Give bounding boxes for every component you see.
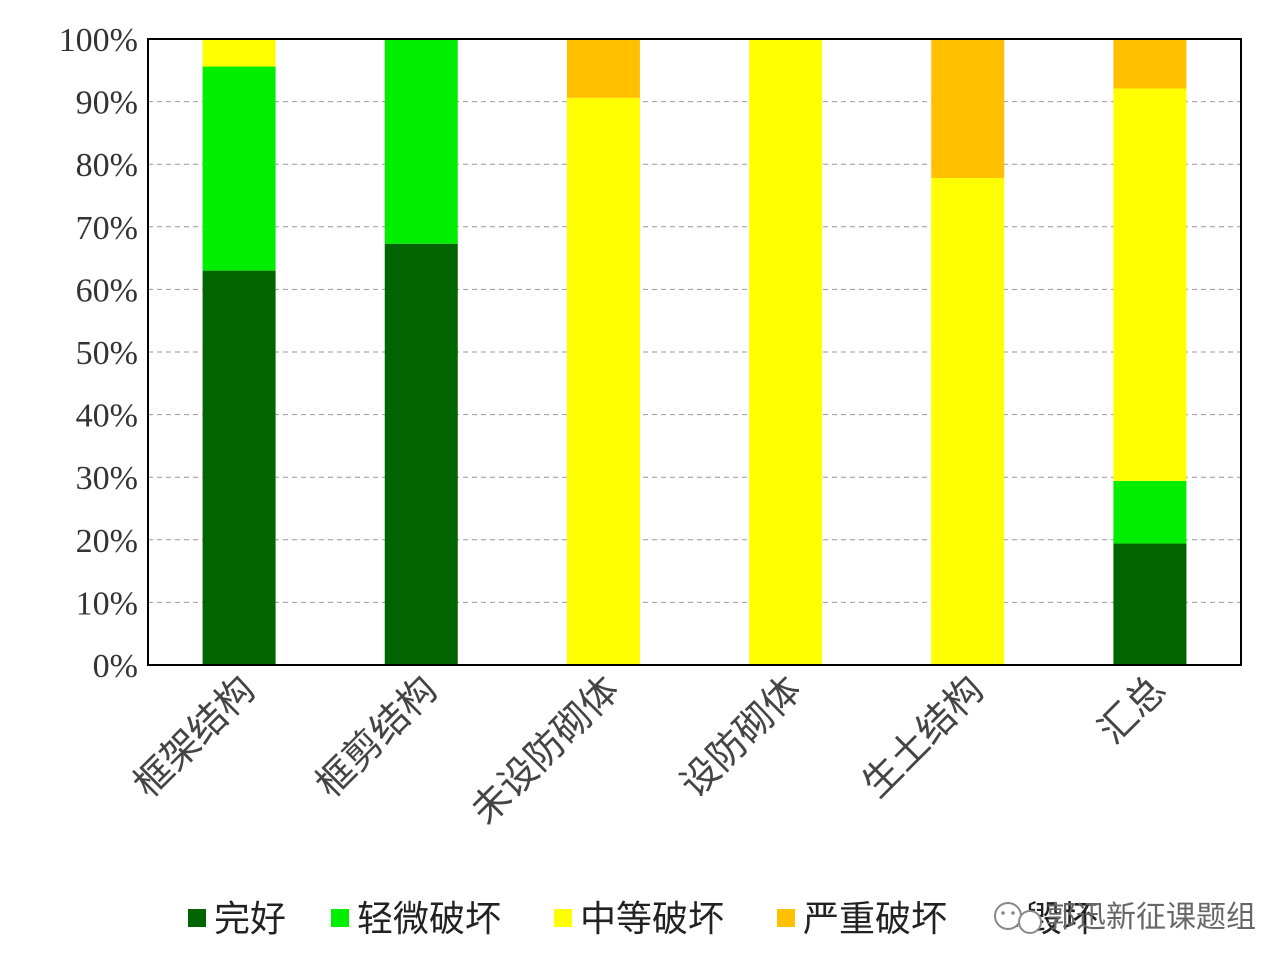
y-tick-label: 90%	[76, 85, 138, 122]
bar-segment-4-2	[931, 177, 1005, 666]
bar-segment-0-1	[202, 66, 276, 271]
y-tick-label: 10%	[76, 585, 138, 622]
y-tick-label: 60%	[76, 272, 138, 309]
bar-segment-2-3	[566, 39, 640, 98]
legend-swatch	[331, 909, 349, 927]
x-category-label: 框架结构	[125, 667, 264, 806]
bar-segment-5-2	[1113, 88, 1187, 481]
grid-lines	[148, 101, 1241, 603]
legend-item: 中等破坏	[554, 899, 724, 940]
bar-segment-0-2	[202, 39, 276, 67]
legend-label: 严重破坏	[803, 899, 947, 940]
x-category-label: 汇总	[1089, 667, 1174, 752]
legend-item: 严重破坏	[777, 899, 947, 940]
legend-label: 中等破坏	[580, 899, 724, 940]
bar-segment-5-0	[1113, 543, 1187, 665]
legend-swatch	[777, 909, 795, 927]
bars	[202, 39, 1187, 666]
watermark: 郭迅新征课题组	[994, 900, 1256, 935]
x-axis-categories: 框架结构 框剪结构 未设防砌体 设防砌体 生土结构 汇总	[125, 667, 1174, 832]
x-category-label: 设防砌体	[671, 667, 810, 806]
bar-segment-4-3	[931, 39, 1005, 178]
bar-segment-0-0	[202, 270, 276, 665]
y-tick-label: 20%	[76, 523, 138, 560]
wechat-icon	[994, 902, 1042, 934]
bar-segment-5-1	[1113, 480, 1187, 544]
x-category-label: 未设防砌体	[462, 667, 627, 832]
legend-item: 完好	[188, 899, 286, 940]
x-category-label: 框剪结构	[307, 667, 446, 806]
y-tick-label: 30%	[76, 460, 138, 497]
bar-segment-1-0	[384, 243, 458, 665]
plot-area-frame	[147, 38, 1242, 666]
legend-item: 轻微破坏	[331, 899, 501, 940]
legend: 完好 轻微破坏 中等破坏 严重破坏 毁坏	[188, 899, 1098, 940]
legend-swatch	[554, 909, 572, 927]
bar-segment-1-1	[384, 39, 458, 244]
y-tick-label: 40%	[76, 398, 138, 435]
watermark-text: 郭迅新征课题组	[1046, 900, 1256, 935]
y-axis-ticks: 0% 10% 20% 30% 40% 50% 60% 70% 80% 90% 100%	[59, 22, 138, 685]
x-category-label: 生土结构	[854, 667, 993, 806]
bar-segment-3-2	[749, 39, 823, 665]
y-tick-label: 100%	[59, 22, 138, 59]
y-tick-label: 50%	[76, 335, 138, 372]
legend-label: 完好	[214, 899, 286, 940]
y-tick-label: 80%	[76, 147, 138, 184]
bar-segment-2-2	[566, 97, 640, 666]
bar-segment-5-3	[1113, 39, 1187, 89]
legend-label: 轻微破坏	[357, 899, 501, 940]
y-tick-label: 0%	[93, 648, 138, 685]
y-tick-label: 70%	[76, 210, 138, 247]
legend-swatch	[188, 909, 206, 927]
